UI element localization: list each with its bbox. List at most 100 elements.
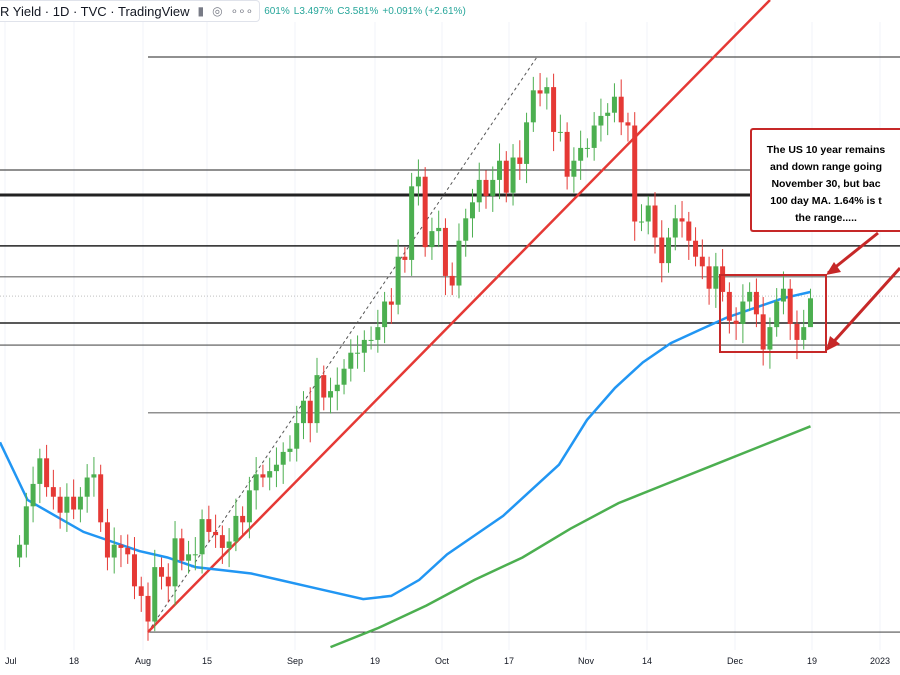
candle [632,112,638,241]
candle-body [780,288,786,302]
more-icon[interactable]: ∘∘∘ [230,4,254,18]
candle-body [341,368,347,385]
candle-body [37,458,43,484]
candle-body [598,115,604,126]
candle [571,147,577,193]
candle-body [720,266,726,292]
candle-body [753,291,759,315]
candle [125,534,131,564]
candle-body [152,567,158,622]
candle-body [382,301,388,328]
candle-body [483,179,489,196]
candle-body [442,227,448,276]
candle-body [760,314,766,350]
candle [524,112,530,184]
candle-body [328,391,334,398]
candle [713,252,719,308]
candle-body [388,301,394,305]
x-tick: 15 [201,656,213,666]
arrowhead-lower [826,336,840,351]
annotation-line: and down range going [770,161,882,173]
candle [483,170,489,209]
trendline-dashed [147,56,538,633]
candle-body [98,474,104,523]
candle-body [355,352,361,354]
x-tick: Nov [577,656,595,666]
candle-body [476,179,482,203]
candle-body [632,125,638,222]
eye-icon[interactable]: ◎ [212,4,223,18]
candle [476,162,482,212]
candle [219,525,225,564]
candle [307,387,313,443]
candle-body [91,474,97,478]
candle-body [415,176,421,187]
annotation-line: November 30, but bac [771,178,881,190]
candle-body [138,586,144,596]
candle [321,365,327,411]
candle [71,479,77,520]
candle [753,278,759,328]
candle-body [618,96,624,123]
candle-body [713,266,719,289]
candle-body [429,231,435,248]
candle [44,444,50,497]
candle [503,151,509,203]
candle [355,335,361,369]
trendline-red[interactable] [147,0,771,633]
candle [618,79,624,136]
candle [422,167,428,257]
candle [213,514,219,548]
symbol-title[interactable]: R Yield · 1D · TVC · TradingView [0,3,190,19]
candle-body [564,131,570,177]
candle-body [537,90,543,94]
candle [375,309,381,353]
candle-body [699,256,705,267]
candle-body [64,496,70,513]
candle [780,271,786,315]
x-tick: Dec [726,656,744,666]
candle-body [118,544,124,548]
candle-body [686,221,692,241]
candle-body [611,96,617,113]
candle-body [584,147,590,149]
candle [192,537,198,571]
candle-body [652,205,658,238]
candle [368,326,374,350]
candle [807,288,813,328]
candle [30,466,36,523]
candle [206,505,212,542]
candle-body [497,160,503,180]
candle-body [159,567,165,577]
candle-body [449,275,455,286]
candle [638,204,644,232]
candle [341,359,347,395]
candle-body [422,176,428,248]
candle [37,448,43,504]
candle-body [517,157,523,164]
candle [686,211,692,260]
candle [544,77,550,110]
candle [50,469,56,510]
candle [98,464,104,532]
x-tick: 19 [369,656,381,666]
candle [64,483,70,532]
candle-body [240,515,246,523]
candle [442,218,448,296]
candle-body [321,375,327,398]
candle-body [219,535,225,548]
candle-body [233,515,239,542]
flag-icon[interactable]: ▮ [197,4,205,18]
candle-body [774,301,780,328]
candle [747,282,753,312]
candle [578,130,584,180]
candle [280,442,286,484]
candle [409,172,415,276]
candle [23,492,29,558]
candle [436,210,442,248]
candle [348,339,354,382]
candle-body [104,522,110,558]
candle-body [693,240,699,257]
candle [240,506,246,536]
